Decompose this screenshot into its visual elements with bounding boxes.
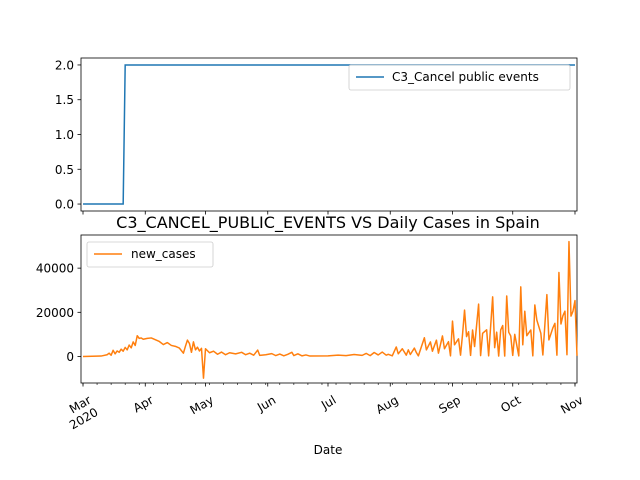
bottom-y-tick-label: 20000 (36, 306, 74, 320)
bottom-legend-label: new_cases (131, 247, 196, 261)
bottom-legend: new_cases (86, 241, 214, 268)
top-y-axis: 0.0 0.5 1.0 1.5 2.0 (55, 58, 81, 212)
bottom-y-axis: 0 20000 40000 (36, 262, 81, 364)
chart-title: C3_CANCEL_PUBLIC_EVENTS VS Daily Cases i… (116, 213, 540, 233)
bottom-x-tick-label: May (188, 393, 216, 418)
bottom-x-tick-label: Jun (254, 393, 278, 415)
bottom-x-tick-label-group: Apr (131, 393, 156, 416)
top-y-tick-label: 2.0 (55, 58, 74, 72)
bottom-x-tick-label-group: Nov (558, 393, 585, 417)
bottom-x-tick-label-group: Aug (373, 393, 400, 417)
x-axis-label: Date (314, 443, 343, 457)
top-legend-label: C3_Cancel public events (392, 70, 539, 84)
bottom-x-tick-label: Aug (373, 393, 400, 417)
series-line-new-cases (82, 240, 578, 379)
bottom-x-tick-label-group: Oct (498, 393, 523, 416)
bottom-legend-box (86, 241, 214, 268)
top-y-tick-label: 1.0 (55, 128, 74, 142)
bottom-plot-frame (80, 234, 578, 384)
bottom-x-tick-label: Oct (498, 393, 523, 416)
top-legend-box (348, 64, 571, 91)
bottom-x-tick-label-group: Sep (436, 393, 463, 416)
top-subplot: 0.0 0.5 1.0 1.5 2.0 C3_Cancel public events (55, 57, 578, 215)
bottom-series (82, 240, 578, 379)
bottom-y-tick-label: 40000 (36, 262, 74, 276)
top-y-tick-label: 0.0 (55, 198, 74, 212)
bottom-x-tick-label: Sep (436, 393, 463, 416)
bottom-y-tick-label: 0 (66, 350, 74, 364)
top-y-tick-label: 1.5 (55, 93, 74, 107)
top-x-axis (82, 211, 576, 215)
bottom-x-tick-label-group: Jun (254, 393, 278, 415)
bottom-x-tick-label: Nov (558, 393, 585, 417)
bottom-x-tick-label-group: May (188, 393, 216, 418)
bottom-x-tick-label: Apr (131, 393, 156, 416)
bottom-x-tick-label-group: Jul (318, 393, 338, 413)
top-y-tick-label: 0.5 (55, 163, 74, 177)
top-legend: C3_Cancel public events (348, 64, 571, 91)
bottom-x-tick-label: Jul (318, 393, 338, 413)
